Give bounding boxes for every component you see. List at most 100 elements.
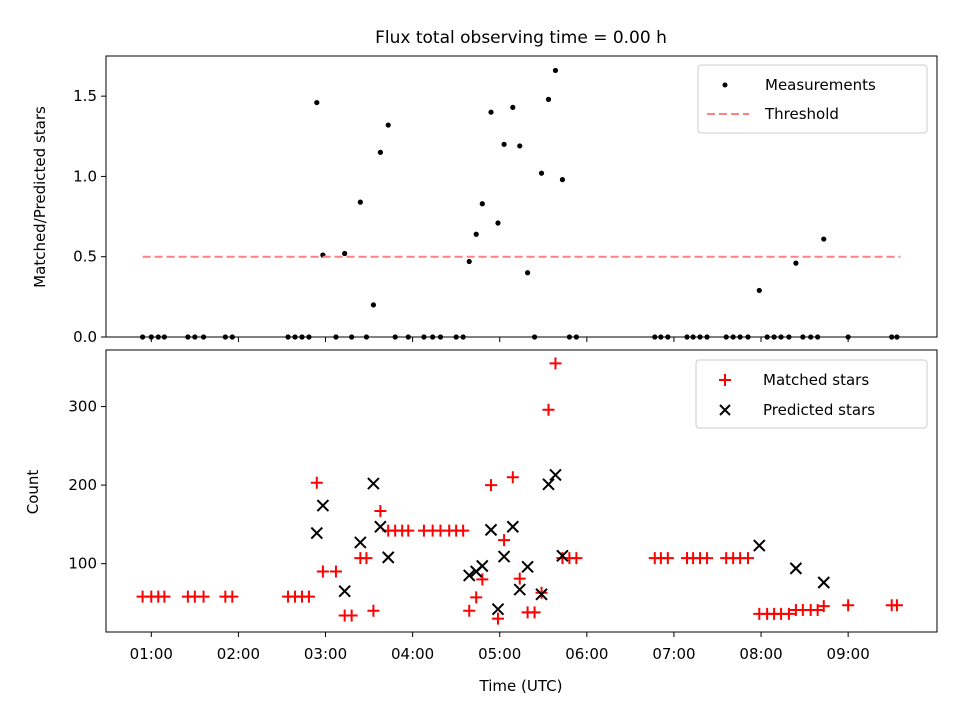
- matched-star-point: [817, 600, 830, 613]
- x-tick-label: 05:00: [478, 645, 521, 663]
- legend-matched-label: Matched stars: [763, 371, 869, 389]
- bottom-star-points: [136, 357, 903, 625]
- top-y-tick-label: 0.5: [73, 248, 97, 266]
- top-y-tick-label: 1.5: [73, 87, 97, 105]
- top-y-tick-label: 1.0: [73, 167, 97, 185]
- x-tick-label: 04:00: [391, 645, 434, 663]
- measurement-point: [821, 236, 827, 242]
- measurement-point: [501, 141, 507, 147]
- predicted-star-point: [484, 523, 498, 537]
- top-y-ticks: 0.0 0.5 1.0 1.5: [73, 87, 106, 346]
- matched-star-point: [463, 604, 476, 617]
- bottom-legend: Matched stars Predicted stars: [695, 359, 928, 429]
- predicted-star-point: [817, 576, 830, 589]
- top-y-tick-label: 0.0: [73, 328, 97, 346]
- measurement-point: [545, 96, 552, 102]
- measurement-point: [377, 149, 383, 155]
- measurement-point: [552, 67, 559, 74]
- bottom-legend-box: [695, 359, 928, 429]
- predicted-star-point: [382, 551, 395, 564]
- matched-star-point: [476, 573, 489, 586]
- top-legend: Measurements Threshold: [697, 64, 928, 134]
- matched-star-point: [457, 524, 470, 537]
- x-axis-label: Time (UTC): [479, 677, 563, 695]
- predicted-star-point: [549, 468, 562, 482]
- matched-star-point: [701, 552, 714, 565]
- measurement-point: [510, 104, 516, 110]
- matched-star-point: [367, 604, 380, 617]
- matched-star-point: [316, 565, 329, 578]
- predicted-star-point: [521, 560, 534, 574]
- matched-star-point: [491, 612, 504, 625]
- matched-star-point: [535, 586, 548, 599]
- measurement-point: [385, 122, 391, 128]
- predicted-star-point: [491, 603, 505, 616]
- predicted-star-point: [513, 583, 526, 596]
- predicted-star-point: [476, 559, 489, 573]
- x-tick-label: 01:00: [130, 645, 173, 663]
- matched-star-point: [741, 552, 754, 565]
- chart-title: Flux total observing time = 0.00 h: [375, 28, 667, 48]
- bottom-x-ticks: 01:00 02:00 03:00 04:00 05:00 06:00 07:00 08:00…: [130, 632, 870, 663]
- matched-star-point: [811, 604, 824, 617]
- bottom-panel: 100 200 300 01:00 02:00 03:00 04:00 05:00 06:00…: [24, 349, 938, 695]
- predicted-star-point: [556, 549, 569, 563]
- measurement-point: [488, 109, 494, 115]
- bottom-y-ticks: 100 200 300: [68, 398, 106, 573]
- predicted-star-point: [542, 478, 555, 491]
- measurement-point: [342, 250, 348, 257]
- bottom-y-tick-label: 100: [68, 555, 97, 573]
- predicted-star-point: [367, 477, 380, 490]
- matched-star-point: [158, 590, 171, 603]
- x-tick-label: 09:00: [827, 645, 870, 663]
- legend-predicted-label: Predicted stars: [763, 401, 875, 419]
- predicted-star-point: [497, 550, 511, 563]
- matched-star-point: [374, 505, 387, 518]
- measurement-point: [538, 170, 545, 176]
- bottom-y-tick-label: 200: [68, 476, 97, 494]
- predicted-star-point: [789, 562, 803, 575]
- legend-threshold-label: Threshold: [764, 105, 839, 123]
- matched-star-point: [542, 403, 555, 416]
- predicted-star-point: [338, 584, 351, 598]
- matched-star-point: [360, 552, 373, 565]
- predicted-star-point: [463, 569, 476, 582]
- predicted-star-point: [753, 539, 766, 552]
- matched-star-point: [345, 609, 358, 622]
- measurement-point: [466, 258, 472, 265]
- measurement-point: [479, 201, 485, 207]
- legend-matched-marker: [719, 374, 731, 386]
- top-legend-box: [697, 64, 928, 134]
- measurement-point: [495, 220, 501, 226]
- top-panel: 0.0 0.5 1.0 1.5 Matched/Predicted stars Mea…: [31, 55, 938, 346]
- matched-star-point: [197, 590, 210, 603]
- x-tick-label: 07:00: [652, 645, 695, 663]
- predicted-star-point: [535, 588, 548, 601]
- matched-star-point: [506, 471, 519, 484]
- x-tick-label: 03:00: [304, 645, 347, 663]
- predicted-star-point: [310, 526, 324, 540]
- predicted-star-point: [316, 499, 330, 512]
- predicted-star-point: [354, 536, 367, 549]
- x-tick-label: 06:00: [565, 645, 608, 663]
- matched-star-point: [302, 590, 315, 603]
- top-y-axis-label: Matched/Predicted stars: [31, 106, 49, 288]
- legend-predicted-marker: [719, 404, 731, 416]
- x-tick-label: 08:00: [739, 645, 782, 663]
- measurement-point: [357, 199, 363, 205]
- matched-star-point: [485, 479, 498, 492]
- bottom-plot-frame: [105, 349, 938, 633]
- measurement-point: [517, 143, 523, 149]
- matched-star-point: [402, 524, 415, 537]
- bottom-y-axis-label: Count: [24, 470, 42, 515]
- legend-measurements-label: Measurements: [765, 76, 876, 94]
- matched-star-point: [528, 606, 541, 619]
- legend-measurements-marker: [722, 82, 728, 88]
- matched-star-point: [890, 599, 903, 612]
- measurement-point: [370, 302, 377, 308]
- matched-star-point: [226, 590, 239, 603]
- predicted-star-point: [506, 520, 519, 533]
- matched-star-point: [549, 357, 562, 370]
- top-plot-frame: [105, 55, 938, 338]
